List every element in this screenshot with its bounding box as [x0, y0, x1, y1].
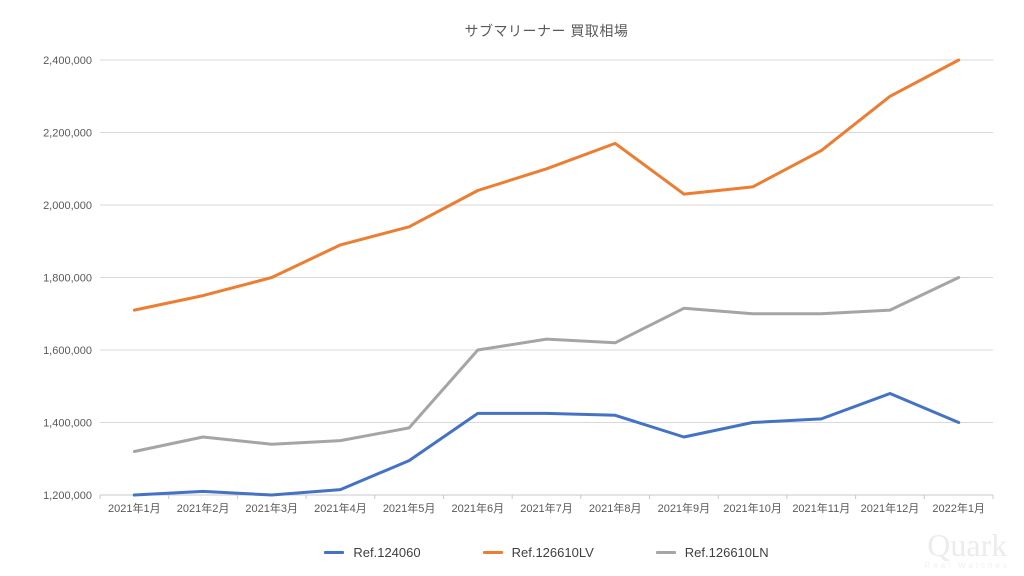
legend-line-swatch: [324, 551, 345, 554]
legend-label: Ref.126610LN: [684, 545, 769, 560]
legend-line-swatch: [655, 551, 676, 554]
x-axis-tick-label: 2021年3月: [245, 501, 298, 515]
x-axis-tick-label: 2021年2月: [177, 501, 230, 515]
chart-legend: Ref.124060 Ref.126610LV Ref.126610LN: [100, 545, 993, 560]
y-axis-tick-label: 1,200,000: [43, 490, 92, 502]
x-axis-tick-label: 2021年1月: [108, 501, 161, 515]
y-axis-tick-label: 1,400,000: [43, 418, 92, 430]
x-axis-tick-label: 2021年7月: [520, 501, 573, 515]
y-axis-tick-label: 2,400,000: [43, 55, 92, 67]
legend-line-swatch: [482, 551, 503, 554]
series-line-Ref.126610LN: [132, 276, 961, 453]
x-axis-tick-label: 2021年4月: [314, 501, 367, 515]
y-axis-tick-label: 2,200,000: [43, 128, 92, 140]
legend-item-Ref.126610LV: Ref.126610LV: [482, 545, 594, 560]
x-axis-tick-label: 2021年8月: [589, 501, 642, 515]
x-axis-tick-label: 2021年11月: [792, 501, 850, 515]
quark-watermark: Quark Real Watches: [924, 527, 1011, 570]
chart-title: サブマリーナー 買取相場: [464, 23, 629, 39]
legend-label: Ref.124060: [353, 545, 421, 560]
x-axis-tick-label: 2022年1月: [932, 501, 985, 515]
quark-logo-text: Quark: [927, 527, 1008, 563]
series-line-Ref.126610LV: [132, 58, 961, 312]
legend-item-Ref.124060: Ref.124060: [324, 545, 421, 560]
x-axis-tick-label: 2021年12月: [861, 501, 920, 515]
x-axis-tick-label: 2021年6月: [452, 501, 505, 515]
x-axis-tick-label: 2021年10月: [723, 501, 782, 515]
x-axis-tick-label: 2021年9月: [658, 501, 711, 515]
series-line-Ref.124060: [132, 392, 961, 497]
x-axis-tick-label: 2021年5月: [383, 501, 436, 515]
legend-label: Ref.126610LV: [511, 545, 594, 560]
legend-item-Ref.126610LN: Ref.126610LN: [655, 545, 769, 560]
y-axis-tick-label: 1,800,000: [43, 273, 92, 285]
y-axis-tick-label: 2,000,000: [43, 200, 92, 212]
quark-tagline-text: Real Watches: [924, 561, 1010, 570]
y-axis-tick-label: 1,600,000: [43, 345, 92, 357]
